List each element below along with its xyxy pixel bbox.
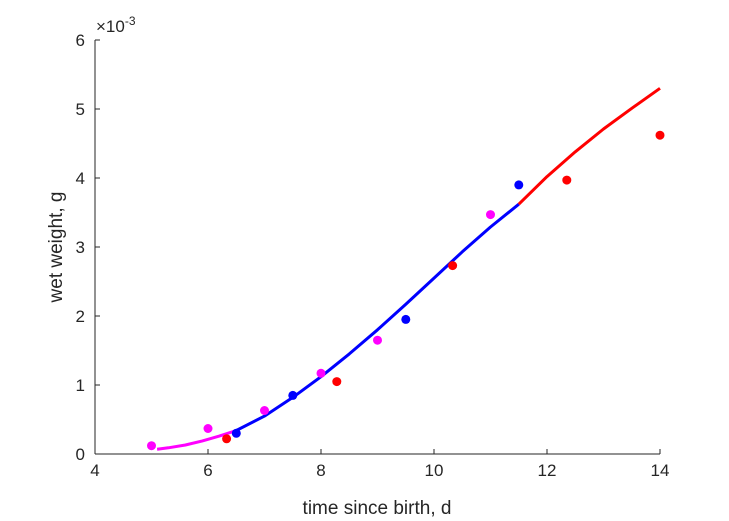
y-tick-label: 6	[76, 31, 85, 50]
x-tick-label: 10	[425, 461, 444, 480]
data-point	[332, 377, 342, 387]
x-tick-label: 12	[538, 461, 557, 480]
x-ticks: 4 6 8 10 12 14	[90, 449, 669, 480]
data-point	[288, 390, 298, 400]
data-point	[231, 428, 241, 438]
data-point	[401, 314, 411, 324]
y-tick-label: 1	[76, 376, 85, 395]
data-point	[373, 335, 382, 345]
data-point	[562, 175, 572, 185]
x-axis-label: time since birth, d	[303, 498, 452, 519]
data-point	[222, 434, 232, 444]
y-axis-label: wet weight, g	[46, 192, 67, 304]
model-curve	[517, 87, 661, 206]
model-curves	[156, 87, 661, 451]
y-exponent-label: ×10-3	[96, 14, 136, 36]
y-tick-label: 3	[76, 238, 85, 257]
x-tick-label: 4	[90, 461, 99, 480]
x-tick-label: 14	[651, 461, 670, 480]
y-ticks: 0 1 2 3 4 5 6	[76, 31, 100, 464]
data-points	[147, 130, 665, 451]
data-point	[514, 180, 524, 190]
data-point	[486, 210, 495, 220]
y-tick-label: 0	[76, 445, 85, 464]
y-tick-label: 5	[76, 100, 85, 119]
data-point	[655, 130, 665, 140]
y-exponent-power: -3	[125, 14, 136, 28]
model-curve	[235, 203, 520, 432]
x-tick-label: 6	[203, 461, 212, 480]
axes	[94, 40, 660, 455]
data-point	[203, 424, 213, 433]
y-tick-label: 2	[76, 307, 85, 326]
x-tick-label: 8	[316, 461, 325, 480]
y-tick-label: 4	[76, 169, 85, 188]
data-point	[448, 261, 458, 271]
model-curve	[156, 429, 237, 451]
data-point	[260, 406, 269, 415]
data-point	[147, 441, 156, 451]
data-point	[316, 368, 326, 378]
